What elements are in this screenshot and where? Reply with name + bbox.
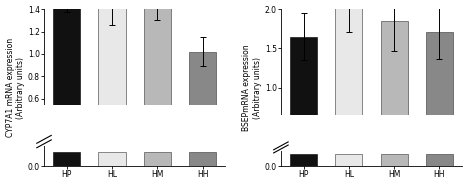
Bar bbox=[381, 154, 408, 166]
Bar bbox=[290, 37, 317, 115]
Bar bbox=[381, 21, 408, 115]
Bar bbox=[189, 152, 216, 166]
Bar bbox=[41, 105, 229, 146]
Bar bbox=[98, 152, 126, 166]
Bar bbox=[290, 154, 317, 166]
Bar bbox=[426, 32, 453, 115]
Bar bbox=[53, 0, 80, 105]
Y-axis label: CYP7A1 mRNA expression
(Arbitrary units): CYP7A1 mRNA expression (Arbitrary units) bbox=[6, 38, 25, 137]
Bar bbox=[426, 154, 453, 166]
Bar bbox=[335, 2, 363, 115]
Bar bbox=[144, 5, 171, 105]
Y-axis label: BSEPmRNA expression
(Arbitrary units): BSEPmRNA expression (Arbitrary units) bbox=[243, 44, 262, 131]
Bar bbox=[335, 154, 363, 166]
Bar bbox=[53, 152, 80, 166]
Bar bbox=[144, 152, 171, 166]
Bar bbox=[98, 0, 126, 105]
Bar bbox=[189, 52, 216, 105]
Bar bbox=[277, 115, 466, 151]
